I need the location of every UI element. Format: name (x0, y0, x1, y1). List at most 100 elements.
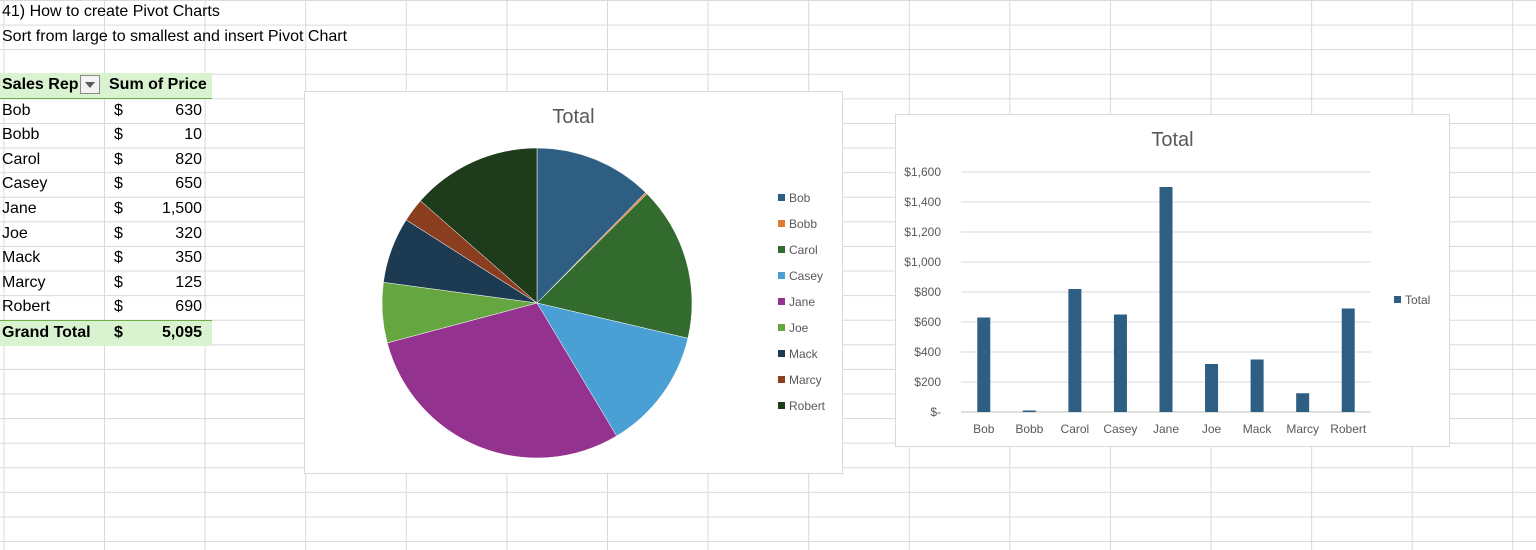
currency-symbol: $ (114, 199, 123, 217)
legend-label: Mack (789, 347, 818, 361)
currency-symbol: $ (114, 273, 123, 291)
sheet-title[interactable]: 41) How to create Pivot Charts (2, 3, 220, 20)
legend-item-mack[interactable]: Mack (778, 347, 818, 361)
legend-swatch (778, 272, 785, 279)
filter-dropdown-button[interactable] (80, 75, 100, 94)
x-tick-label[interactable]: Joe (1202, 422, 1222, 436)
bar-marcy[interactable] (1296, 393, 1310, 412)
pivot-rep-name: Bob (2, 101, 31, 119)
currency-symbol: $ (114, 101, 123, 119)
legend-item-casey[interactable]: Casey (778, 269, 823, 283)
pivot-row[interactable]: Bob $ 630 (0, 99, 212, 124)
pivot-rep-name: Carol (2, 150, 41, 168)
bar-chart-plot[interactable]: $- $200 $400 $600 $800 $1,000 $1,200 $1,400 $1,6… (896, 115, 1451, 448)
pivot-row[interactable]: Casey $ 650 (0, 172, 212, 197)
legend-swatch (1394, 296, 1401, 303)
x-tick-label[interactable]: Robert (1330, 422, 1367, 436)
pivot-price-value: 1,500 (161, 199, 202, 217)
pivot-price-value: 690 (175, 298, 202, 316)
y-tick-label[interactable]: $400 (914, 345, 941, 359)
pivot-header-sum-of-price[interactable]: Sum of Price (109, 76, 207, 93)
x-tick-label[interactable]: Casey (1103, 422, 1137, 436)
pivot-price-value: 820 (175, 150, 202, 168)
pivot-price-value: 630 (175, 101, 202, 119)
pivot-row[interactable]: Marcy $ 125 (0, 271, 212, 296)
pivot-row[interactable]: Mack $ 350 (0, 246, 212, 271)
y-tick-label[interactable]: $1,400 (904, 195, 941, 209)
currency-symbol: $ (114, 150, 123, 168)
legend-label: Bob (789, 191, 811, 205)
bar-robert[interactable] (1341, 308, 1355, 413)
bar-mack[interactable] (1250, 359, 1264, 413)
pivot-row[interactable]: Robert $ 690 (0, 295, 212, 320)
bar-carol[interactable] (1068, 289, 1082, 412)
y-tick-label[interactable]: $600 (914, 315, 941, 329)
legend-item-bob[interactable]: Bob (778, 191, 810, 205)
x-tick-label[interactable]: Bob (973, 422, 995, 436)
currency-symbol: $ (114, 175, 123, 193)
currency-symbol: $ (114, 298, 123, 316)
pivot-row[interactable]: Carol $ 820 (0, 148, 212, 173)
pie-slice-bob[interactable] (536, 147, 647, 304)
currency-symbol: $ (114, 323, 123, 341)
legend-swatch (778, 246, 785, 253)
bar-joe[interactable] (1205, 364, 1219, 412)
legend-label: Bobb (789, 217, 818, 231)
sheet-subtitle[interactable]: Sort from large to smallest and insert P… (2, 28, 348, 45)
pivot-grand-total-row[interactable]: Grand Total $ 5,095 (0, 319, 212, 346)
x-tick-label[interactable]: Mack (1243, 422, 1273, 436)
bar-bobb[interactable] (1022, 410, 1036, 413)
y-tick-label[interactable]: $800 (914, 285, 941, 299)
bar-chart[interactable]: Total $- $200 $400 $600 $800 $1,000 $1,200 $1,4… (895, 114, 1450, 447)
pivot-table: Sales Rep Sum of Price Bob $ 630 Bobb $ … (0, 73, 212, 346)
bar-chart-title[interactable]: Total (1151, 129, 1194, 151)
pivot-row[interactable]: Joe $ 320 (0, 222, 212, 247)
pivot-row[interactable]: Bobb $ 10 (0, 123, 212, 148)
legend-swatch (778, 194, 785, 201)
legend-item-joe[interactable]: Joe (778, 321, 808, 335)
x-tick-label[interactable]: Carol (1061, 422, 1090, 436)
legend-label: Total (1405, 293, 1431, 307)
pie-slice-robert[interactable] (420, 147, 538, 304)
legend-item-carol[interactable]: Carol (778, 243, 818, 257)
pivot-rep-name: Bobb (2, 126, 40, 144)
legend-item-bobb[interactable]: Bobb (778, 217, 817, 231)
legend-swatch (778, 350, 785, 357)
y-tick-label[interactable]: $200 (914, 375, 941, 389)
pivot-price-value: 350 (175, 249, 202, 267)
grand-total-value: 5,095 (161, 323, 202, 341)
currency-symbol: $ (114, 249, 123, 267)
pie-slice-jane[interactable] (386, 302, 617, 459)
bar-bob[interactable] (977, 317, 991, 413)
legend-item-marcy[interactable]: Marcy (778, 373, 822, 387)
currency-symbol: $ (114, 224, 123, 242)
legend-item-robert[interactable]: Robert (778, 399, 825, 413)
pie-slice-carol[interactable] (536, 193, 693, 339)
y-tick-label[interactable]: $1,000 (904, 255, 941, 269)
y-tick-label[interactable]: $1,600 (904, 165, 941, 179)
legend-item-total[interactable]: Total (1394, 293, 1430, 307)
pivot-rep-name: Marcy (2, 273, 46, 291)
bar-casey[interactable] (1113, 314, 1127, 413)
pie-chart[interactable]: Total Bob Bobb Carol Casey Jane Joe Mack Marcy R… (304, 91, 843, 474)
x-tick-label[interactable]: Jane (1153, 422, 1179, 436)
legend-swatch (778, 324, 785, 331)
pivot-row[interactable]: Jane $ 1,500 (0, 197, 212, 222)
pivot-price-value: 650 (175, 175, 202, 193)
pivot-rep-name: Jane (2, 199, 37, 217)
pivot-rep-name: Robert (2, 298, 51, 316)
x-tick-label[interactable]: Marcy (1286, 422, 1319, 436)
y-tick-label[interactable]: $- (930, 405, 941, 419)
pie-slice-casey[interactable] (536, 302, 689, 437)
legend-swatch (778, 376, 785, 383)
pie-chart-plot[interactable] (305, 92, 844, 475)
legend-swatch (778, 402, 785, 409)
bar-jane[interactable] (1159, 187, 1173, 412)
pivot-rep-name: Joe (2, 224, 28, 242)
pivot-header-sales-rep[interactable]: Sales Rep (2, 76, 79, 93)
legend-swatch (778, 298, 785, 305)
legend-item-jane[interactable]: Jane (778, 295, 815, 309)
y-tick-label[interactable]: $1,200 (904, 225, 941, 239)
x-tick-label[interactable]: Bobb (1015, 422, 1043, 436)
pie-chart-title[interactable]: Total (552, 106, 595, 128)
